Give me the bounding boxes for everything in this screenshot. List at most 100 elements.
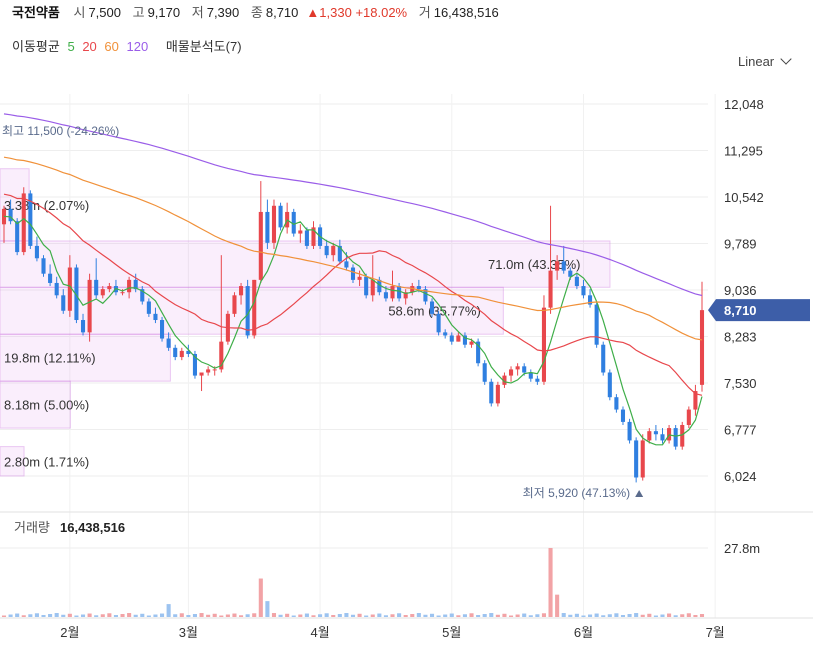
candle-body <box>660 434 665 441</box>
volume-bar <box>653 615 658 617</box>
candle-body <box>693 391 698 410</box>
volume-bar <box>416 613 421 617</box>
volume-bar <box>364 615 369 617</box>
volume-bar <box>311 615 316 617</box>
candle-body <box>232 295 237 314</box>
volume-bar <box>133 614 138 617</box>
volume-bar <box>614 613 619 617</box>
volume-profile-bar <box>0 286 504 335</box>
volume-bar <box>291 615 296 617</box>
volume-bar <box>146 615 151 617</box>
volume-bar <box>337 614 342 617</box>
candle-body <box>634 440 639 478</box>
candle-body <box>74 267 79 321</box>
volume-bar <box>350 614 356 617</box>
candle-body <box>614 397 619 410</box>
candle-body <box>640 440 645 478</box>
y-tick-label: 9,789 <box>724 237 757 252</box>
high-label: 고 <box>132 5 145 20</box>
candle-body <box>324 245 329 256</box>
volume-bar <box>258 578 263 617</box>
ma-5: 5 <box>67 39 75 54</box>
volume-bar <box>535 614 540 617</box>
scale-selector[interactable]: Linear <box>738 53 792 69</box>
volume-panel-value: 16,438,516 <box>60 520 125 535</box>
candle-body <box>476 341 481 364</box>
low-annotation: 최저 5,920 (47.13%) <box>523 486 630 500</box>
volume-bar <box>298 614 303 617</box>
candle-body <box>495 384 500 404</box>
candle-body <box>383 292 388 299</box>
volume-bar <box>80 614 86 617</box>
candle-body <box>252 279 257 336</box>
volume-bar <box>28 614 33 617</box>
candle-body <box>594 304 599 345</box>
candle-body <box>271 205 277 243</box>
volume-profile-label: 2.80m (1.71%) <box>4 454 89 469</box>
volume-bar <box>278 614 283 617</box>
volume-bar <box>140 613 145 617</box>
volume-bar <box>601 615 606 617</box>
volume-bar <box>41 615 46 617</box>
ma-line-120 <box>3 113 703 297</box>
candle-body <box>515 366 520 370</box>
candle-body <box>100 289 105 296</box>
x-tick-label: 4월 <box>310 625 329 640</box>
volume-bar <box>568 614 573 617</box>
current-price-badge <box>708 299 810 322</box>
candle-body <box>456 335 461 342</box>
volume-bar <box>285 613 290 617</box>
volume-bar <box>199 613 204 617</box>
volume-bar <box>225 614 230 617</box>
volume-bar <box>265 601 270 617</box>
candle-body <box>133 279 138 290</box>
volume-bar <box>476 615 481 617</box>
volume-value: 16,438,516 <box>433 5 499 20</box>
candle-body <box>686 409 691 425</box>
candle-body <box>469 341 474 345</box>
stock-name: 국전약품 <box>12 5 60 20</box>
candle-body <box>291 211 296 234</box>
candle-body <box>212 369 217 371</box>
volume-profile-bar <box>0 240 611 288</box>
volume-bar <box>344 613 349 617</box>
candle-body <box>173 347 178 358</box>
candle-body <box>653 431 658 435</box>
candle-body <box>423 289 428 302</box>
volume-bar <box>429 613 435 617</box>
candle-body <box>239 286 244 296</box>
ma-legend[interactable]: 이동평균 5 20 60 120 매물분석도(7) <box>12 36 246 55</box>
candle-body <box>219 341 224 370</box>
volume-profile-label: 매물분석도(7) <box>165 39 242 54</box>
candle-body <box>541 307 547 382</box>
volume-profile-label: 58.6m (35.77%) <box>388 304 481 319</box>
volume-tick-label: 27.8m <box>724 541 760 556</box>
volume-bar <box>271 613 277 617</box>
candle-body <box>429 301 435 314</box>
candle-body <box>403 292 408 299</box>
candle-body <box>647 431 652 441</box>
volume-profile-label: 3.38m (2.07%) <box>4 198 89 213</box>
candle-body <box>673 428 678 447</box>
candle-body <box>370 279 375 296</box>
volume-bar <box>647 613 652 617</box>
ma-line-20 <box>3 193 703 396</box>
y-tick-label: 6,777 <box>724 423 757 438</box>
volume-bar <box>100 614 105 617</box>
candle-body <box>87 279 92 333</box>
volume-bar <box>699 614 705 617</box>
candle-body <box>588 295 593 305</box>
candle-body <box>94 279 99 296</box>
chevron-down-icon <box>780 53 792 65</box>
candle-body <box>357 276 362 280</box>
volume-profile-bar <box>0 333 171 382</box>
candle-body <box>34 245 39 259</box>
candle-body <box>179 350 184 358</box>
volume-bar <box>318 614 323 617</box>
candle-body <box>568 270 573 277</box>
candle-body <box>48 273 53 283</box>
y-tick-label: 11,295 <box>724 144 763 159</box>
candle-body <box>581 286 586 296</box>
candle-body <box>140 289 145 302</box>
